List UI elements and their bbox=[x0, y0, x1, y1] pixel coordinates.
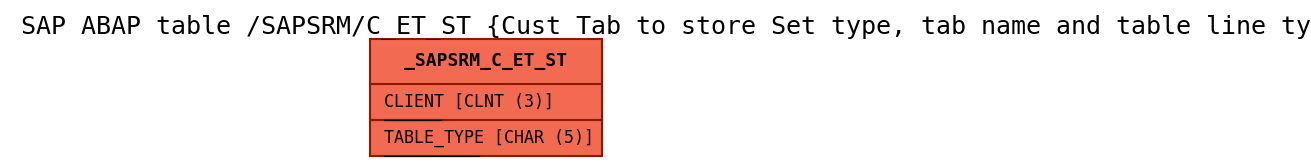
Text: SAP ABAP table /SAPSRM/C_ET_ST {Cust Tab to store Set type, tab name and table l: SAP ABAP table /SAPSRM/C_ET_ST {Cust Tab… bbox=[21, 14, 1311, 39]
Text: TABLE_TYPE [CHAR (5)]: TABLE_TYPE [CHAR (5)] bbox=[384, 129, 594, 147]
Text: CLIENT [CLNT (3)]: CLIENT [CLNT (3)] bbox=[384, 93, 555, 111]
Text: _SAPSRM_C_ET_ST: _SAPSRM_C_ET_ST bbox=[404, 52, 568, 70]
FancyBboxPatch shape bbox=[370, 39, 602, 155]
